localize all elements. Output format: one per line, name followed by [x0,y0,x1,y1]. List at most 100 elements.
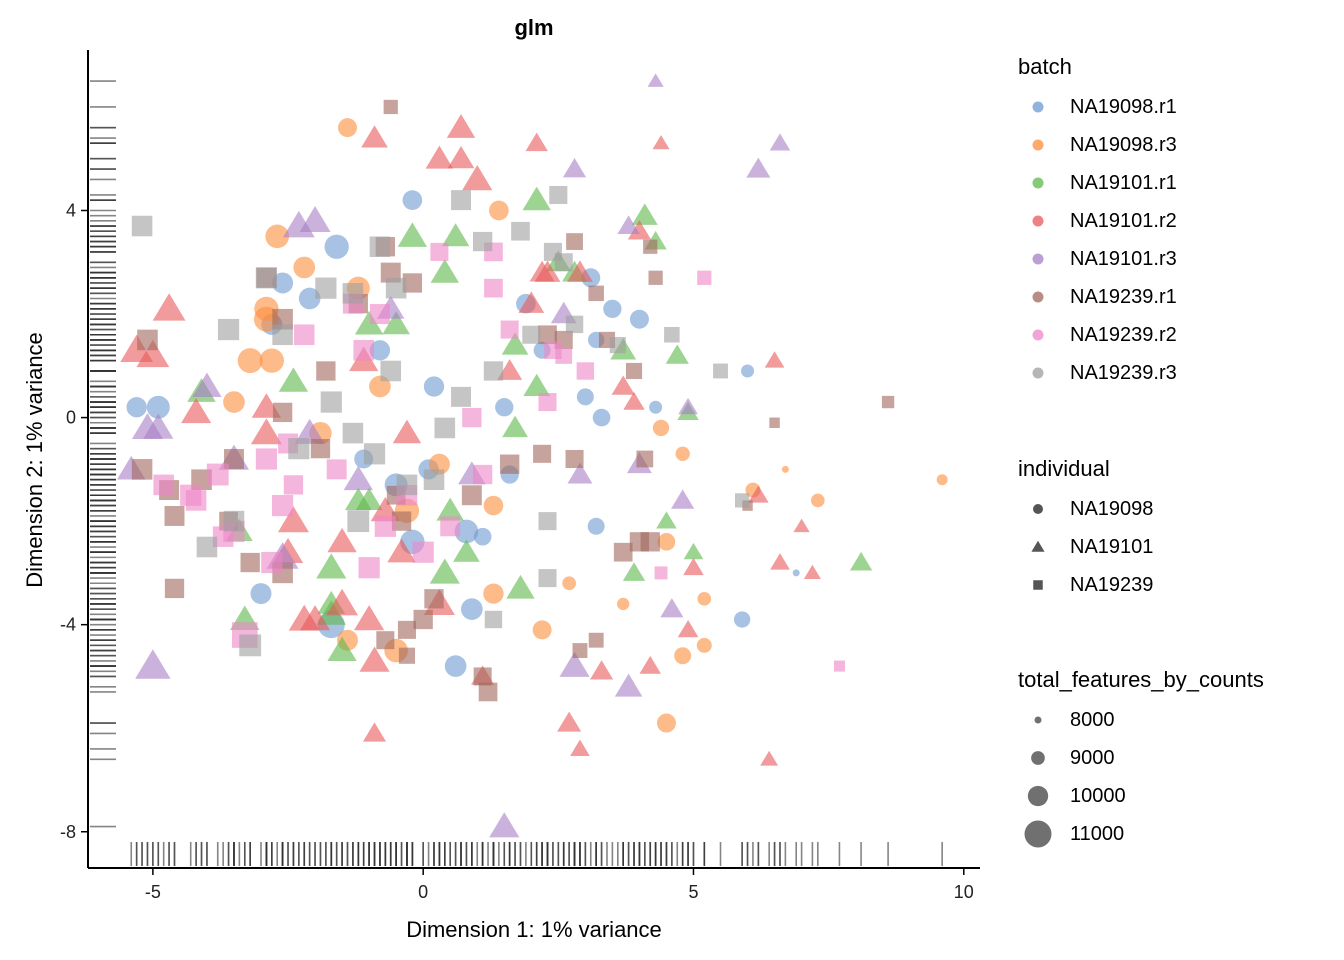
data-point [164,505,185,526]
data-point [567,462,593,484]
data-point [614,673,643,697]
data-point [735,493,750,508]
data-point [344,487,372,510]
data-point [562,158,587,178]
data-point [239,634,262,657]
legend-key [1018,815,1058,853]
data-point [152,293,186,321]
data-point [483,361,504,381]
data-point [430,259,460,283]
data-point [387,538,416,563]
x-rug [130,842,943,866]
data-point [342,422,364,444]
legend-key [1018,566,1058,604]
data-point [656,511,677,529]
data-point [272,402,293,423]
legend-label: 8000 [1070,708,1115,731]
data-point [613,542,633,562]
data-point [697,591,712,606]
data-point [533,444,552,463]
legend-label: NA19098 [1070,497,1154,520]
y-tick-label: -8 [60,822,76,842]
data-point [430,242,449,261]
data-point [567,260,593,282]
data-point [391,511,412,531]
data-point [557,711,582,732]
data-point [760,750,779,766]
data-point [627,220,652,240]
data-point [849,551,873,571]
x-tick-label: 10 [954,882,974,902]
data-point [565,449,584,469]
data-point [652,135,670,150]
legend-key [1018,164,1058,202]
data-point [534,260,561,282]
data-point [495,398,514,417]
individual-legend-item: NA19101 [1018,528,1153,566]
data-point [697,270,712,285]
data-point [640,532,660,552]
data-point [489,812,520,838]
data-point [500,320,519,339]
data-point [572,643,588,658]
data-point [250,418,282,445]
legend-key [1018,354,1058,392]
data-point [402,190,423,210]
data-point [423,469,445,491]
data-point [472,231,493,252]
data-point [643,239,658,254]
data-point [532,620,552,640]
size-legend-item: 10000 [1018,777,1264,815]
data-point [282,210,315,238]
legend-label: NA19239.r1 [1070,285,1177,308]
data-point [683,542,704,560]
data-point [589,660,614,680]
data-point [283,475,304,495]
data-point [337,118,357,138]
size-legend-title: total_features_by_counts [1018,667,1264,692]
data-point [538,512,557,531]
data-point [327,636,357,662]
data-point [451,190,471,211]
batch-legend: batch NA19098.r1 NA19098.r3 NA19101.r1 NA19… [1018,54,1177,392]
data-point [483,583,504,604]
data-point [353,339,375,361]
data-point [298,287,321,310]
legend-label: 10000 [1070,784,1126,807]
data-point [622,562,646,581]
data-point [164,578,185,599]
data-point [461,485,482,506]
x-tick-label: 5 [688,882,698,902]
data-point [153,474,174,496]
individual-legend-title: individual [1018,456,1110,481]
data-point [473,667,492,686]
data-point [425,145,454,169]
data-point [451,386,471,407]
data-point [255,448,278,470]
data-point [654,566,668,580]
data-point [803,564,821,579]
data-point [639,655,661,674]
data-point [460,598,483,620]
data-point [217,318,240,341]
data-point [126,397,147,418]
batch-legend-item: NA19098.r1 [1018,88,1177,126]
data-point [223,510,245,532]
data-point [478,682,498,702]
data-point [588,632,604,648]
data-point [647,73,664,87]
data-point [538,325,557,345]
data-point [131,413,163,440]
data-point [576,388,594,406]
data-point [237,348,263,374]
legend-label: NA19101 [1070,535,1154,558]
data-point [342,283,364,304]
data-point [354,605,385,631]
data-point [343,465,373,491]
legend-label: 9000 [1070,746,1115,769]
data-point [376,631,395,650]
data-point [359,646,390,672]
batch-legend-item: NA19101.r2 [1018,202,1177,240]
legend-label: NA19101.r3 [1070,247,1177,270]
data-point [181,398,212,424]
